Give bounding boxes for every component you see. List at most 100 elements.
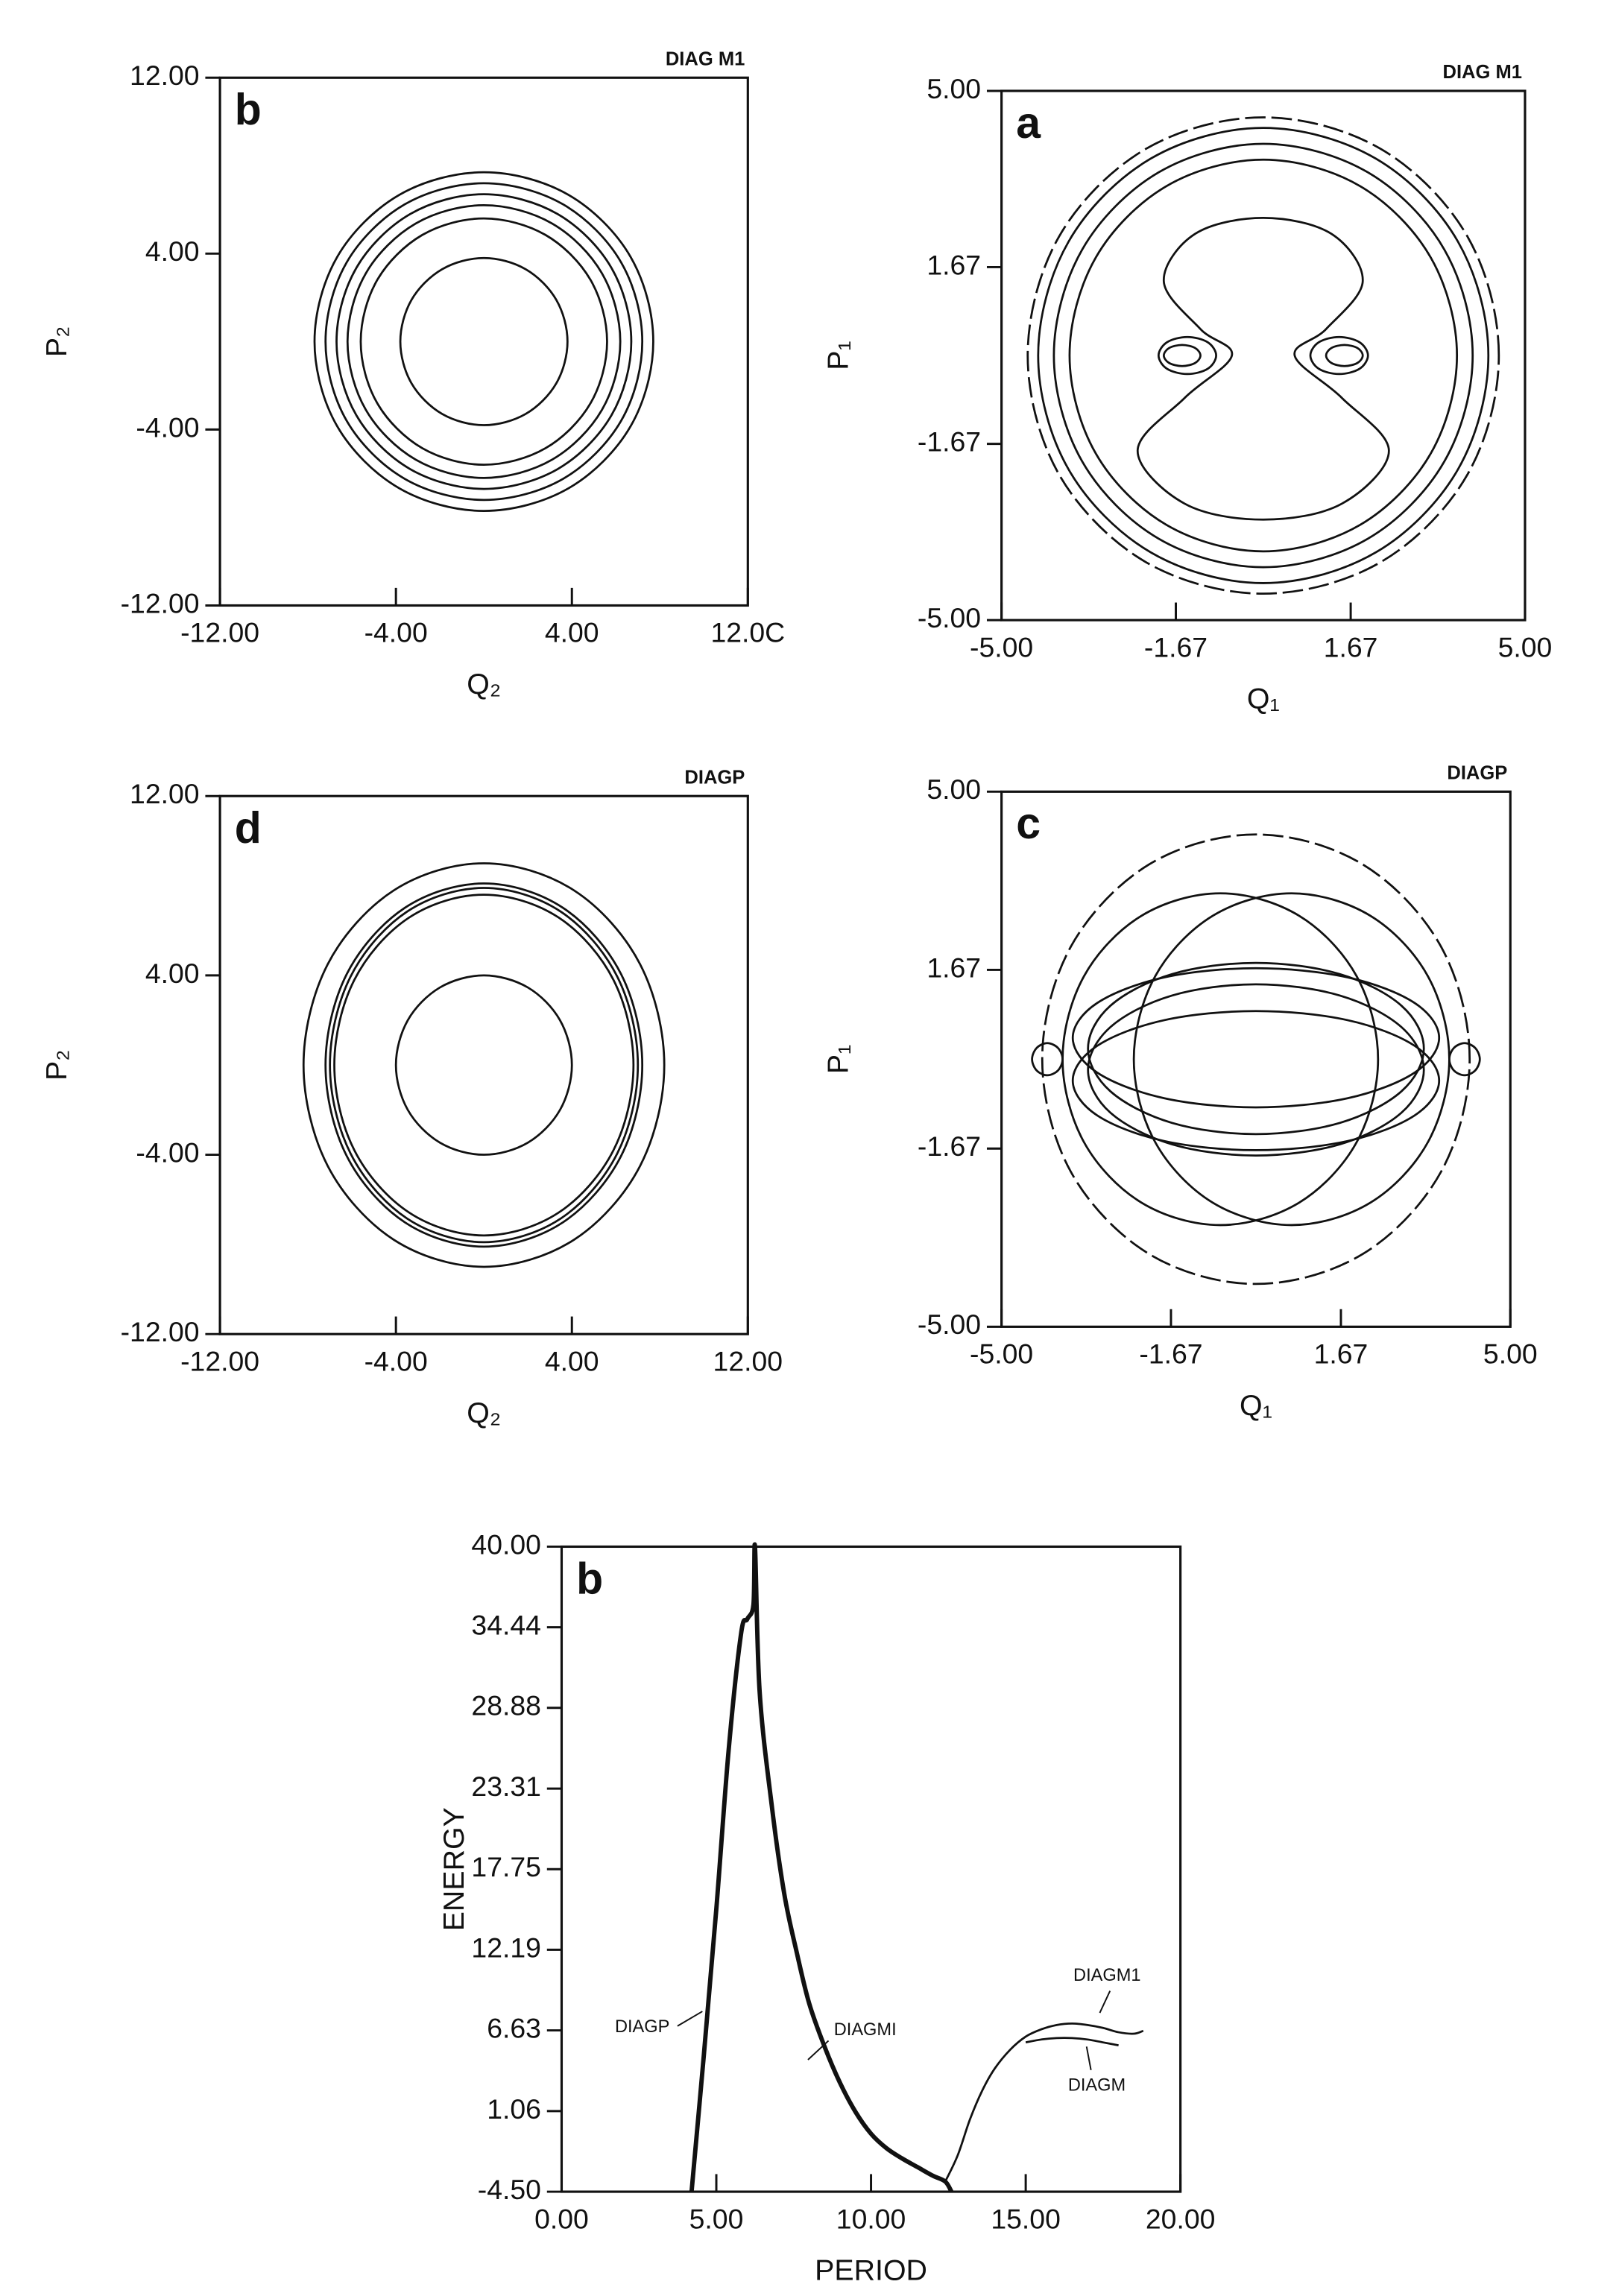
data-curve <box>1157 335 1217 376</box>
data-curve <box>335 193 633 490</box>
x-axis-label: Q₂ <box>467 668 501 700</box>
data-curve <box>394 974 573 1156</box>
y-tick-label: -1.67 <box>918 1130 981 1162</box>
x-tick-label: 12.00 <box>713 1345 783 1376</box>
x-tick-label: 10.00 <box>836 2203 906 2234</box>
y-tick-label: -5.00 <box>918 602 981 633</box>
panel-label: a <box>1016 98 1041 148</box>
y-tick-label: 4.00 <box>145 958 200 989</box>
curve-annotation: DIAGM <box>1068 2076 1126 2096</box>
y-tick-label: 34.44 <box>471 1609 541 1640</box>
panel-label: b <box>576 1554 603 1603</box>
y-axis-label: P₁ <box>822 1045 855 1075</box>
plot-frame <box>1000 790 1512 1328</box>
y-axis-label: ENERGY <box>438 1807 470 1931</box>
x-axis-label: Q₁ <box>1240 1389 1272 1422</box>
y-axis-label: P₂ <box>40 326 73 358</box>
leader-line <box>1085 2046 1092 2070</box>
x-tick-label: -4.00 <box>364 617 428 648</box>
data-curve <box>1052 142 1474 569</box>
plot-frame <box>1000 89 1527 622</box>
plot-frame <box>218 76 749 607</box>
panel-label: c <box>1016 799 1041 848</box>
chart-title: DIAGP <box>684 767 745 788</box>
x-tick-label: 15.00 <box>991 2203 1061 2234</box>
data-curve <box>1025 2037 1119 2046</box>
data-curve <box>329 887 640 1244</box>
data-curve <box>689 1542 954 2193</box>
leader-line <box>807 2040 830 2061</box>
x-tick-label: 0.00 <box>534 2203 589 2234</box>
y-tick-label: 23.31 <box>471 1771 541 1802</box>
data-curve <box>1071 967 1441 1109</box>
x-tick-label: 1.67 <box>1324 631 1378 662</box>
y-tick-label: 12.00 <box>130 60 200 91</box>
y-tick-label: -12.00 <box>121 587 200 619</box>
leader-line <box>1099 1990 1111 2014</box>
data-curve <box>399 256 569 426</box>
data-curve <box>944 2023 1144 2183</box>
data-curve <box>324 882 644 1248</box>
data-curve <box>1031 1042 1064 1077</box>
x-tick-label: 1.67 <box>1314 1338 1369 1370</box>
data-curve <box>313 171 654 512</box>
x-tick-label: -5.00 <box>970 1338 1033 1370</box>
y-axis-label: P₂ <box>40 1049 73 1081</box>
data-curve <box>1087 983 1425 1157</box>
data-curve <box>1136 217 1390 521</box>
panel-label: b <box>235 85 262 134</box>
x-tick-label: -5.00 <box>970 631 1033 662</box>
x-tick-label: -1.67 <box>1144 631 1208 662</box>
x-tick-label: 4.00 <box>545 617 599 648</box>
chart-title: DIAG M1 <box>666 48 745 69</box>
y-tick-label: 28.88 <box>471 1690 541 1721</box>
data-curve <box>302 862 666 1268</box>
y-tick-label: -4.00 <box>136 411 199 443</box>
x-axis-label: PERIOD <box>815 2254 927 2287</box>
y-tick-label: -12.00 <box>121 1316 200 1347</box>
x-tick-label: 12.0C <box>710 617 785 648</box>
plot-frame <box>218 794 749 1335</box>
data-curve <box>1037 127 1490 584</box>
curve-annotation: DIAGMI <box>834 2020 897 2040</box>
y-tick-label: 1.67 <box>927 952 981 983</box>
chart-title: DIAG M1 <box>1442 62 1522 83</box>
x-axis-label: Q₁ <box>1247 683 1280 715</box>
x-axis-label: Q₂ <box>467 1397 501 1429</box>
curve-annotation: DIAGP <box>615 2017 669 2037</box>
y-axis-label: P₁ <box>822 341 855 370</box>
data-curve <box>1309 335 1369 376</box>
x-tick-label: 5.00 <box>689 2203 744 2234</box>
curve-annotation: DIAGM1 <box>1073 1966 1140 1985</box>
panel-label: d <box>235 803 262 853</box>
y-tick-label: 6.63 <box>487 2012 541 2043</box>
y-tick-label: 1.06 <box>487 2093 541 2125</box>
y-tick-label: 17.75 <box>471 1851 541 1882</box>
data-curve <box>1041 833 1471 1285</box>
y-tick-label: 12.19 <box>471 1932 541 1963</box>
y-tick-label: -5.00 <box>918 1309 981 1340</box>
x-tick-label: 4.00 <box>545 1345 599 1376</box>
data-curve <box>1448 1042 1481 1077</box>
leader-line <box>677 2011 703 2027</box>
data-curve <box>333 894 635 1237</box>
data-curve <box>1026 116 1500 595</box>
data-curve <box>1162 344 1202 367</box>
data-curve <box>1325 344 1364 367</box>
data-curve <box>324 182 644 502</box>
x-tick-label: -4.00 <box>364 1345 428 1376</box>
x-tick-label: -1.67 <box>1139 1338 1202 1370</box>
data-curve <box>359 217 608 466</box>
y-tick-label: -1.67 <box>918 426 981 458</box>
y-tick-label: 4.00 <box>145 235 200 267</box>
y-tick-label: -4.50 <box>478 2174 541 2205</box>
data-curve <box>1071 1010 1441 1151</box>
x-tick-label: -12.00 <box>180 1345 259 1376</box>
x-tick-label: 5.00 <box>1498 631 1553 662</box>
y-tick-label: 40.00 <box>471 1528 541 1560</box>
y-tick-label: 12.00 <box>130 778 200 809</box>
data-curve <box>1087 961 1425 1136</box>
data-curve <box>1068 158 1459 553</box>
data-curve <box>1061 892 1380 1227</box>
